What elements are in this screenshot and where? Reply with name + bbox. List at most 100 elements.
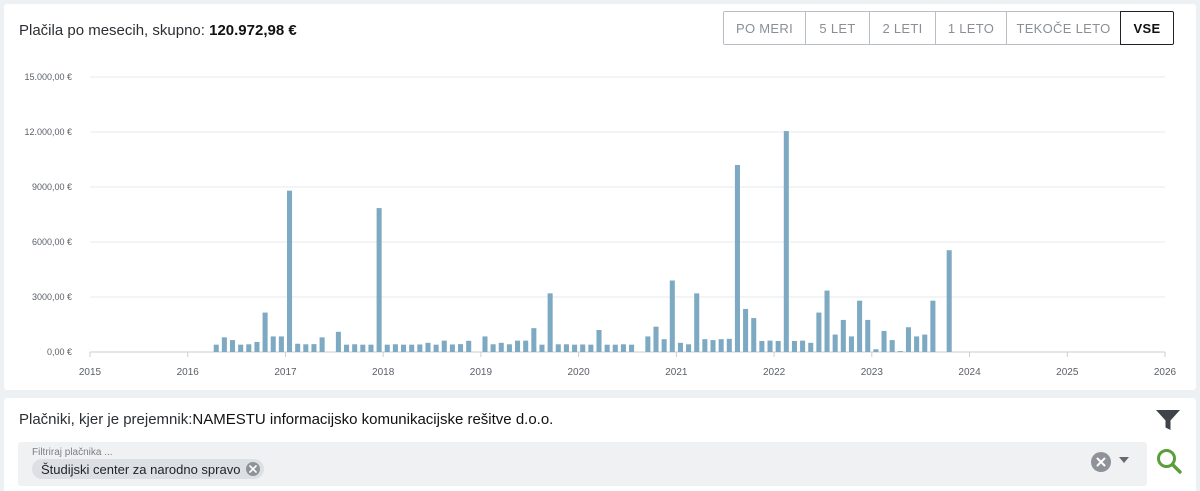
bar-month[interactable]	[254, 341, 260, 352]
bar-month[interactable]	[718, 339, 724, 352]
bar-month[interactable]	[409, 344, 415, 352]
chart-title: Plačila po mesecih, skupno: 120.972,98 €	[19, 22, 297, 39]
bar-month[interactable]	[800, 340, 806, 352]
bar-month[interactable]	[759, 341, 765, 352]
range-all-button[interactable]: VSE	[1120, 11, 1174, 45]
bar-month[interactable]	[238, 344, 244, 352]
funnel-icon[interactable]	[1155, 407, 1181, 433]
chevron-down-icon[interactable]	[1119, 457, 1129, 463]
bar-month[interactable]	[775, 341, 781, 352]
payer-filter-input[interactable]: Filtriraj plačnika ... Študijski center …	[18, 442, 1147, 486]
bar-month[interactable]	[881, 330, 887, 352]
bar-month[interactable]	[515, 340, 521, 352]
bar-month[interactable]	[930, 300, 936, 352]
bar-month[interactable]	[311, 344, 317, 352]
bar-month[interactable]	[645, 336, 651, 352]
bar-month[interactable]	[629, 344, 635, 352]
bar-month[interactable]	[857, 300, 863, 352]
bar-month[interactable]	[905, 327, 911, 352]
bar-month[interactable]	[295, 343, 301, 352]
bar-month[interactable]	[653, 326, 659, 352]
bar-month[interactable]	[401, 344, 407, 352]
bar-month[interactable]	[661, 339, 667, 352]
bar-month[interactable]	[287, 190, 293, 352]
bar-month[interactable]	[384, 344, 390, 352]
bar-month[interactable]	[555, 344, 561, 352]
bar-month[interactable]	[726, 338, 732, 352]
bar-month[interactable]	[580, 344, 586, 352]
bar-month[interactable]	[441, 340, 447, 352]
bar-month[interactable]	[808, 342, 814, 352]
bar-month[interactable]	[889, 340, 895, 352]
bar-month[interactable]	[278, 336, 284, 352]
bar-month[interactable]	[433, 344, 439, 352]
bar-month[interactable]	[539, 344, 545, 352]
bar-month[interactable]	[596, 330, 602, 352]
clear-circle-icon[interactable]	[1091, 452, 1111, 472]
bar-month[interactable]	[344, 344, 350, 352]
bar-month[interactable]	[523, 340, 529, 352]
bar-month[interactable]	[270, 336, 276, 352]
bar-month[interactable]	[588, 344, 594, 352]
bar-month[interactable]	[229, 340, 236, 352]
bar-month[interactable]	[922, 334, 928, 352]
bar-month[interactable]	[466, 340, 472, 352]
bar-month[interactable]	[482, 336, 488, 352]
bar-month[interactable]	[946, 250, 952, 352]
bar-month[interactable]	[816, 312, 822, 352]
bar-month[interactable]	[865, 319, 871, 352]
bar-month[interactable]	[604, 344, 610, 352]
bar-month[interactable]	[873, 349, 879, 352]
bar-month[interactable]	[376, 208, 382, 352]
range-5-years-button[interactable]: 5 LET	[805, 11, 870, 45]
search-icon[interactable]	[1155, 447, 1183, 475]
range-current-year-button[interactable]: TEKOČE LETO	[1006, 11, 1121, 45]
bar-month[interactable]	[572, 344, 578, 352]
bar-month[interactable]	[458, 344, 464, 352]
bar-month[interactable]	[710, 340, 716, 352]
range-2-years-button[interactable]: 2 LETI	[869, 11, 936, 45]
bar-month[interactable]	[563, 344, 569, 352]
bar-month[interactable]	[506, 344, 512, 352]
bar-month[interactable]	[319, 337, 325, 352]
bar-month[interactable]	[425, 342, 431, 352]
bar-month[interactable]	[848, 336, 854, 352]
bar-month[interactable]	[751, 318, 757, 352]
bar-month[interactable]	[417, 344, 423, 352]
bar-month[interactable]	[824, 290, 830, 352]
bar-month[interactable]	[897, 351, 903, 352]
bar-month[interactable]	[498, 342, 504, 352]
bar-month[interactable]	[531, 328, 537, 352]
bar-month[interactable]	[914, 336, 920, 352]
bar-month[interactable]	[213, 344, 219, 352]
bar-month[interactable]	[612, 344, 618, 352]
bar-month[interactable]	[368, 344, 374, 352]
bar-month[interactable]	[449, 344, 455, 352]
bar-month[interactable]	[702, 339, 708, 352]
bar-month[interactable]	[840, 319, 846, 352]
bar-month[interactable]	[791, 341, 797, 352]
bar-month[interactable]	[547, 293, 553, 352]
bar-month[interactable]	[686, 344, 692, 352]
bar-month[interactable]	[783, 131, 789, 352]
bar-month[interactable]	[620, 344, 626, 352]
bar-month[interactable]	[392, 344, 398, 352]
bar-month[interactable]	[677, 342, 683, 352]
bar-month[interactable]	[669, 280, 675, 353]
bar-month[interactable]	[490, 344, 496, 352]
chip-remove-icon[interactable]	[246, 462, 261, 476]
range-custom-button[interactable]: PO MERI	[723, 11, 806, 45]
bar-month[interactable]	[734, 165, 740, 352]
bar-month[interactable]	[262, 312, 268, 352]
bar-month[interactable]	[360, 344, 366, 352]
bar-month[interactable]	[694, 293, 700, 352]
bar-month[interactable]	[767, 340, 773, 352]
bar-month[interactable]	[246, 344, 252, 352]
range-1-year-button[interactable]: 1 LETO	[935, 11, 1007, 45]
bar-month[interactable]	[352, 344, 358, 352]
bar-month[interactable]	[743, 308, 749, 352]
bar-month[interactable]	[335, 331, 341, 352]
bar-month[interactable]	[221, 337, 227, 352]
bar-month[interactable]	[303, 344, 309, 352]
bar-month[interactable]	[832, 334, 838, 352]
